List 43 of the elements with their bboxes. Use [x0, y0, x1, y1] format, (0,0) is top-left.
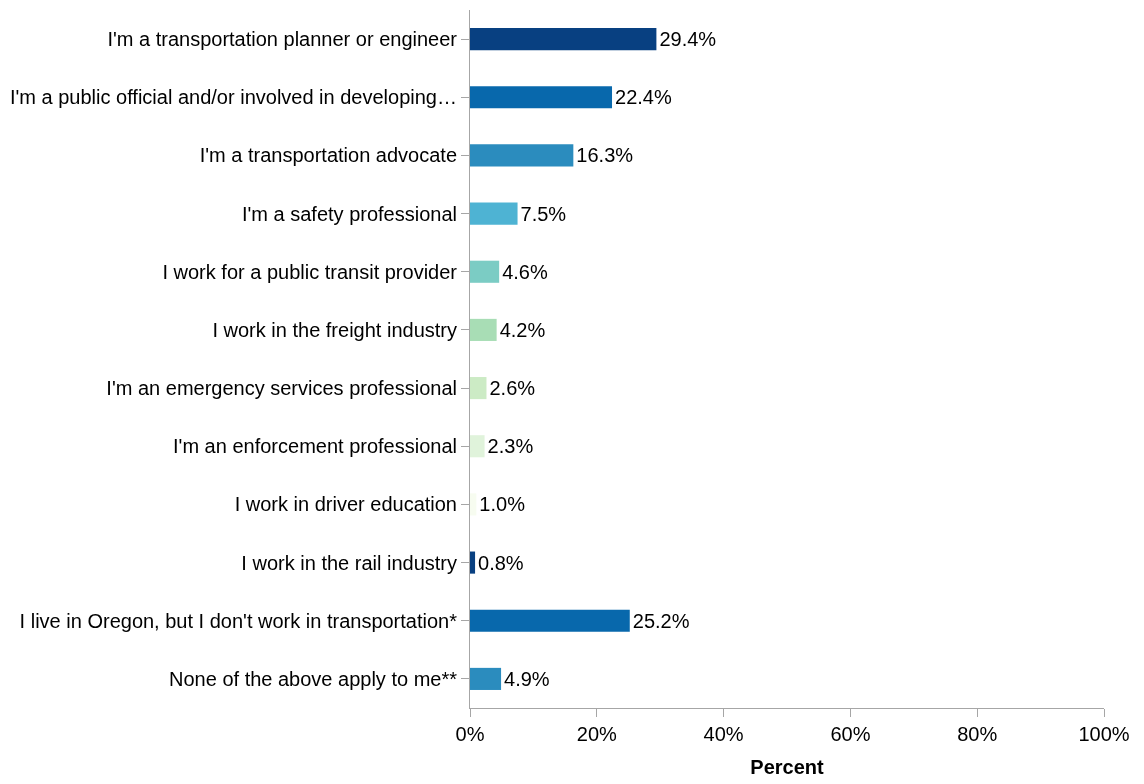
y-tick-label: I'm a transportation advocate	[199, 144, 457, 167]
data-label: 25.2%	[632, 609, 690, 632]
data-label: 4.2%	[499, 318, 546, 341]
data-label: 16.3%	[576, 144, 634, 167]
bar	[470, 28, 657, 51]
bar	[470, 493, 477, 516]
y-tick-label: I'm an enforcement professional	[173, 435, 457, 458]
x-axis-title: Percent	[750, 755, 825, 778]
x-tick-label: 80%	[957, 723, 998, 745]
data-label: 29.4%	[659, 28, 717, 51]
data-label: 22.4%	[615, 86, 672, 109]
y-tick-label: I live in Oregon, but I don't work in transportation*	[19, 609, 458, 632]
bar	[470, 377, 487, 400]
y-tick-label: I work in driver education	[234, 493, 457, 516]
bar	[470, 667, 502, 690]
y-tick-label: I'm a public official and/or involved in developing…	[9, 86, 457, 109]
data-label: 0.8%	[478, 551, 524, 574]
data-label: 1.0%	[479, 493, 526, 516]
data-label: 4.6%	[502, 260, 548, 283]
x-tick-label: 20%	[576, 723, 618, 745]
bar	[470, 551, 476, 574]
bar	[470, 86, 613, 109]
bar	[470, 435, 485, 458]
x-tick-label: 60%	[830, 723, 871, 745]
bar	[470, 144, 574, 167]
y-tick-label: I'm an emergency services professional	[106, 377, 457, 400]
data-label: 2.6%	[489, 377, 536, 400]
bar	[470, 260, 500, 283]
y-tick-label: I work in the rail industry	[241, 551, 457, 574]
y-tick-label: I work for a public transit provider	[162, 260, 458, 283]
y-tick-label: None of the above apply to me**	[169, 667, 458, 690]
bar	[470, 202, 518, 225]
y-tick-label: I work in the freight industry	[212, 318, 457, 341]
x-tick-label: 40%	[703, 723, 744, 745]
x-tick-label: 100%	[1078, 723, 1130, 745]
bar	[470, 318, 497, 341]
data-label: 7.5%	[520, 202, 567, 225]
bar	[470, 609, 630, 632]
y-tick-label: I'm a transportation planner or engineer	[107, 28, 458, 51]
data-label: 2.3%	[487, 435, 534, 458]
data-label: 4.9%	[504, 667, 550, 690]
x-tick-label: 0%	[455, 723, 485, 745]
y-tick-label: I'm a safety professional	[241, 202, 457, 225]
